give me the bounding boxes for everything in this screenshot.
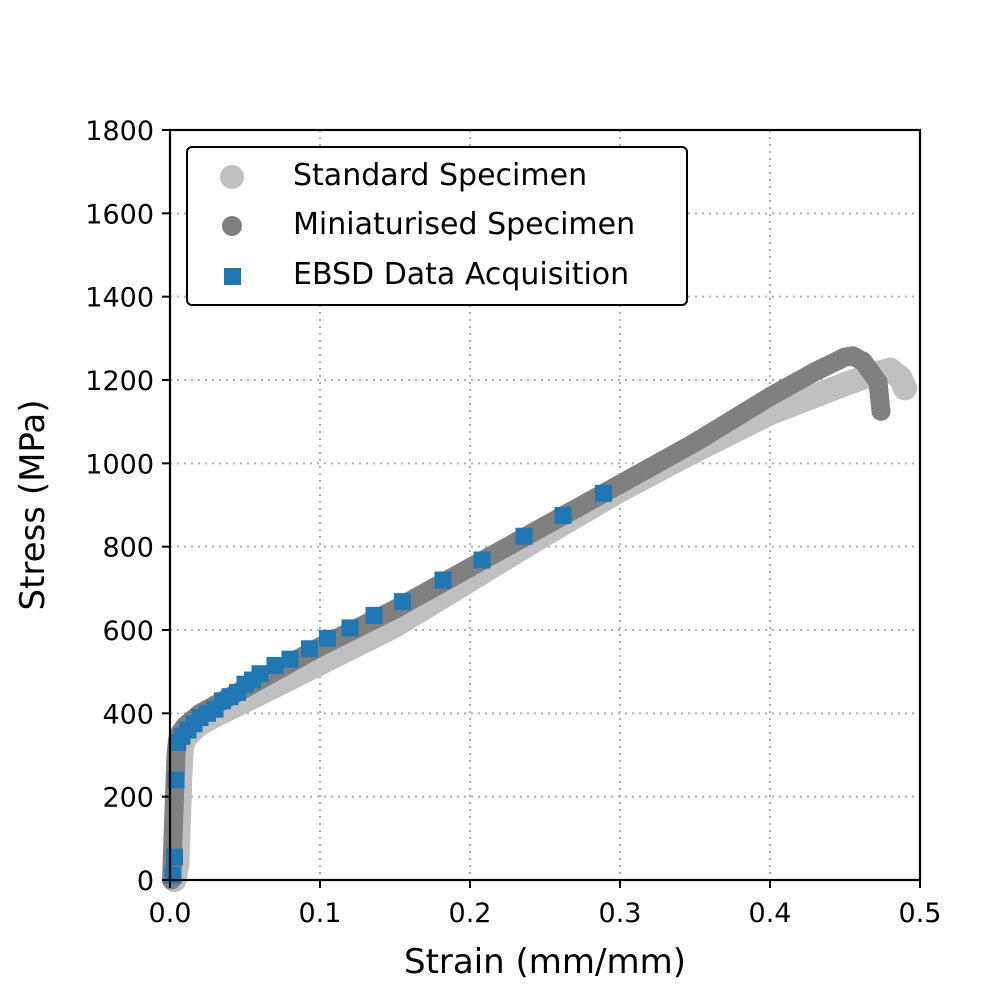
y-tick-label: 200 xyxy=(102,783,154,814)
legend-marker-ebsd-data-acquisition xyxy=(224,268,241,285)
ebsd-data-point xyxy=(166,848,183,866)
legend-label-ebsd-data-acquisition: EBSD Data Acquisition xyxy=(293,257,629,292)
axis-ticks: 0.0 0.1 0.2 0.3 0.4 0.5 0 200 400 600 800 1000 1200 1… xyxy=(85,116,941,929)
x-tick-label: 0.5 xyxy=(899,898,942,929)
y-tick-label: 1800 xyxy=(85,116,154,147)
x-tick-label: 0.1 xyxy=(299,898,342,929)
standard-specimen-point xyxy=(893,376,917,401)
legend-marker-miniaturised-specimen xyxy=(222,216,242,236)
y-axis-title: Stress (MPa) xyxy=(13,400,53,611)
y-tick-label: 1200 xyxy=(85,366,154,397)
ebsd-data-point xyxy=(281,650,299,668)
ebsd-data-point xyxy=(266,656,284,674)
ebsd-data-point xyxy=(473,551,491,569)
miniaturised-specimen-point xyxy=(760,387,780,407)
y-tick-label: 1400 xyxy=(85,283,154,314)
ebsd-data-point xyxy=(434,571,452,589)
plot-frame xyxy=(168,128,922,882)
legend-label-miniaturised-specimen: Miniaturised Specimen xyxy=(293,207,635,242)
standard-specimen-point xyxy=(833,372,857,397)
ebsd-data-point xyxy=(319,629,336,647)
miniaturised-specimen-point xyxy=(610,474,630,494)
ebsd-data-point xyxy=(365,606,383,624)
y-tick-label: 1600 xyxy=(85,199,154,230)
legend-marker-standard-specimen xyxy=(220,165,244,189)
data-marks xyxy=(162,346,917,892)
x-tick-label: 0.3 xyxy=(599,898,642,929)
ebsd-data-point xyxy=(167,771,185,789)
miniaturised-specimen-point xyxy=(871,401,891,421)
x-axis-title: Strain (mm/mm) xyxy=(404,942,686,982)
y-tick-label: 800 xyxy=(102,533,154,564)
x-tick-label: 0.0 xyxy=(149,898,192,929)
ebsd-data-point xyxy=(554,506,572,524)
miniaturised-specimen-point xyxy=(868,372,888,392)
y-tick-label: 400 xyxy=(102,699,154,730)
miniaturised-specimen-point xyxy=(685,433,705,452)
y-tick-label: 1000 xyxy=(85,449,154,480)
miniaturised-specimen-point xyxy=(805,362,825,382)
y-tick-label: 0 xyxy=(137,866,154,897)
x-tick-label: 0.2 xyxy=(449,898,492,929)
ebsd-data-point xyxy=(301,640,318,658)
ebsd-data-point xyxy=(515,527,533,545)
y-tick-label: 600 xyxy=(102,616,154,647)
ebsd-data-point xyxy=(394,593,411,611)
ebsd-data-point xyxy=(341,619,359,637)
legend-label-standard-specimen: Standard Specimen xyxy=(293,158,587,193)
x-tick-label: 0.4 xyxy=(749,898,792,929)
legend: Standard Specimen Miniaturised Specimen … xyxy=(186,146,688,306)
legend-box xyxy=(186,146,688,306)
ebsd-data-point xyxy=(251,665,269,683)
miniaturised-specimen-point xyxy=(535,516,555,536)
ebsd-data-point xyxy=(595,484,612,502)
miniaturised-specimen-point xyxy=(163,828,183,848)
